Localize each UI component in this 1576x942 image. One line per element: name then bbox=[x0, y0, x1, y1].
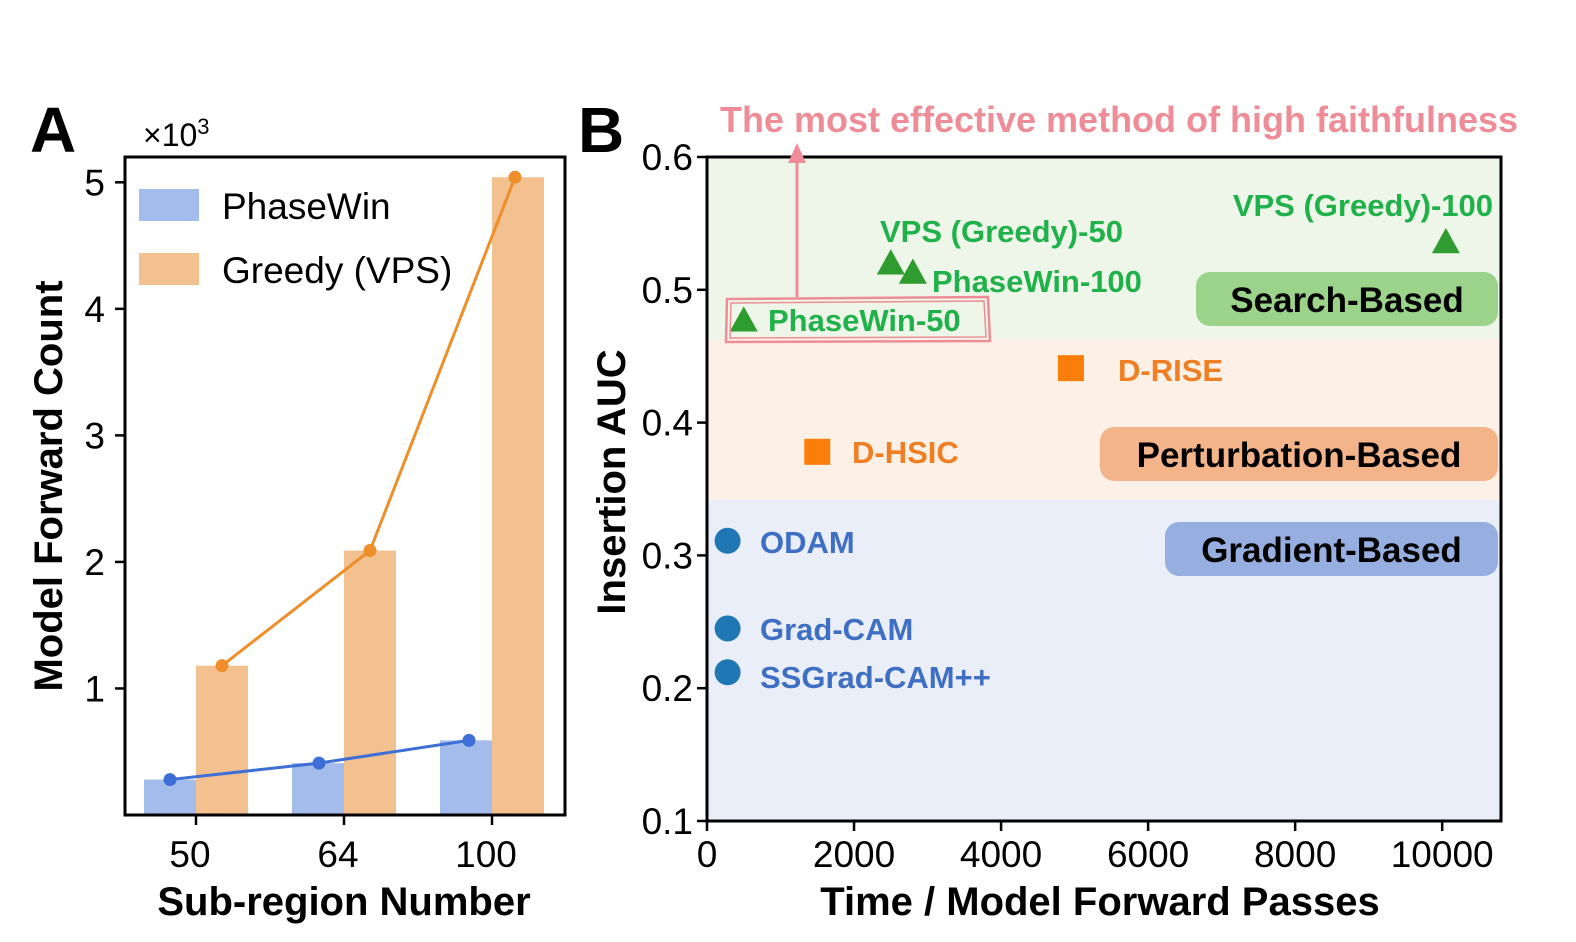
region-label-perturbation-based: Perturbation-Based bbox=[1137, 436, 1462, 475]
point-phasewin-100 bbox=[462, 733, 476, 747]
y-axis-title-a: Model Forward Count bbox=[27, 280, 71, 691]
point-greedy-vps--50 bbox=[215, 659, 229, 673]
region-label-box-perturbation-based bbox=[1100, 427, 1498, 481]
x-tick-label-b: 4000 bbox=[960, 834, 1042, 875]
point-label-grad-cam: Grad-CAM bbox=[760, 612, 913, 647]
point-label-odam: ODAM bbox=[760, 525, 855, 560]
y-tick-label-a: 5 bbox=[84, 162, 105, 203]
region-label-gradient-based: Gradient-Based bbox=[1201, 531, 1462, 570]
annotation-arrowhead bbox=[788, 143, 806, 163]
marker-phasewin-50 bbox=[729, 306, 758, 332]
annotation-text: The most effective method of high faithf… bbox=[720, 99, 1518, 140]
point-phasewin-64 bbox=[312, 756, 326, 770]
y-tick-label-a: 1 bbox=[84, 668, 105, 709]
panel-b-letter: B bbox=[578, 94, 624, 166]
highlight-box bbox=[724, 295, 992, 344]
bar-greedy-vps--64 bbox=[344, 550, 396, 815]
y-tick-label-b: 0.6 bbox=[642, 137, 693, 178]
region-label-box-search-based bbox=[1196, 272, 1498, 326]
x-tick-label-a: 64 bbox=[317, 834, 358, 875]
legend-swatch-greedy-vps- bbox=[139, 253, 199, 285]
point-label-d-hsic: D-HSIC bbox=[852, 435, 959, 470]
y-axis-title-b: Insertion AUC bbox=[590, 349, 634, 614]
x-axis-title-b: Time / Model Forward Passes bbox=[820, 880, 1379, 924]
marker-vps-greedy-100 bbox=[1431, 227, 1460, 254]
y-tick-label-b: 0.2 bbox=[642, 668, 693, 709]
bar-phasewin-100 bbox=[440, 740, 492, 815]
x-tick-label-b: 10000 bbox=[1391, 834, 1494, 875]
point-label-d-rise: D-RISE bbox=[1118, 353, 1223, 388]
y-tick-label-b: 0.3 bbox=[642, 535, 693, 576]
bar-greedy-vps--100 bbox=[492, 177, 544, 815]
highlight-box-inner bbox=[729, 300, 987, 339]
x-tick-label-b: 2000 bbox=[813, 834, 895, 875]
point-label-phasewin-100: PhaseWin-100 bbox=[932, 264, 1142, 299]
legend-swatch-phasewin bbox=[139, 189, 199, 221]
region-label-search-based: Search-Based bbox=[1230, 281, 1463, 320]
plot-frame-b bbox=[705, 155, 1503, 823]
point-label-ssgrad-cam-: SSGrad-CAM++ bbox=[760, 660, 991, 695]
marker-vps-greedy-50 bbox=[876, 249, 905, 275]
y-tick-label-a: 4 bbox=[84, 289, 105, 330]
x-tick-label-a: 100 bbox=[455, 834, 517, 875]
y-tick-label-a: 3 bbox=[84, 415, 105, 456]
point-greedy-vps--64 bbox=[363, 544, 377, 558]
legend-label-phasewin: PhaseWin bbox=[222, 186, 391, 227]
bar-greedy-vps--50 bbox=[196, 665, 248, 815]
marker-ssgrad-cam- bbox=[714, 659, 741, 686]
y-tick-label-b: 0.1 bbox=[642, 801, 693, 842]
x-tick-label-a: 50 bbox=[169, 834, 210, 875]
chart-b: Search-Based Perturbation-Based Gradient-B… bbox=[590, 99, 1518, 924]
marker-d-hsic bbox=[804, 438, 831, 465]
legend-a: PhaseWin Greedy (VPS) bbox=[139, 186, 452, 291]
legend-label-greedy-vps-: Greedy (VPS) bbox=[222, 250, 452, 291]
panel-a-letter: A bbox=[30, 94, 76, 166]
marker-grad-cam bbox=[714, 615, 741, 642]
x-tick-label-b: 0 bbox=[697, 834, 718, 875]
chart-a: ×103 1 2 3 4 5 50 64 100 PhaseWin Greedy (VPS) S… bbox=[27, 114, 567, 924]
region-label-box-gradient-based bbox=[1165, 522, 1498, 576]
marker-phasewin-100 bbox=[898, 258, 927, 284]
x-axis-title-a: Sub-region Number bbox=[157, 880, 530, 924]
point-label-vps-greedy-100: VPS (Greedy)-100 bbox=[1233, 188, 1493, 223]
point-label-phasewin-50: PhaseWin-50 bbox=[768, 303, 961, 338]
x-tick-label-b: 6000 bbox=[1107, 834, 1189, 875]
y-multiplier: ×103 bbox=[143, 114, 210, 154]
bar-phasewin-64 bbox=[292, 763, 344, 815]
y-tick-label-a: 2 bbox=[84, 542, 105, 583]
point-phasewin-50 bbox=[163, 773, 177, 787]
marker-odam bbox=[714, 527, 741, 554]
x-tick-label-b: 8000 bbox=[1254, 834, 1336, 875]
y-tick-label-b: 0.4 bbox=[642, 403, 693, 444]
point-label-vps-greedy-50: VPS (Greedy)-50 bbox=[880, 214, 1123, 249]
point-greedy-vps--100 bbox=[508, 170, 522, 184]
y-tick-label-b: 0.5 bbox=[642, 270, 693, 311]
marker-d-rise bbox=[1057, 355, 1084, 382]
